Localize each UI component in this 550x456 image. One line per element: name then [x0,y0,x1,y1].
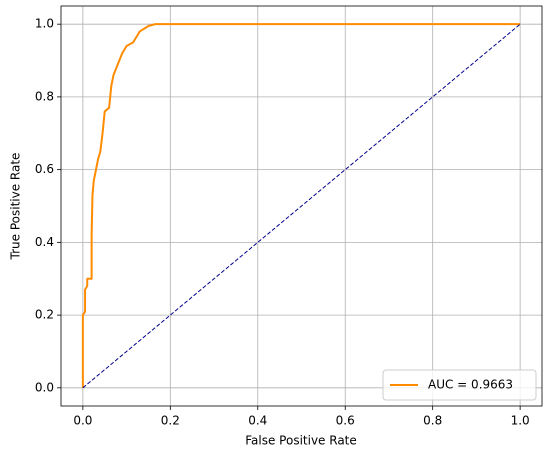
y-axis-label: True Positive Rate [9,153,23,261]
x-tick-label: 0.6 [336,414,355,428]
y-tick-label: 0.0 [35,380,54,394]
y-tick-label: 0.2 [35,308,54,322]
line [82,23,521,389]
y-tick-label: 0.8 [35,89,54,103]
y-tick-label: 0.6 [35,162,54,176]
x-tick-label: 0.0 [73,414,92,428]
line [81,23,521,388]
legend-box [382,369,537,401]
x-axis-label: False Positive Rate [245,434,357,448]
x-tick-label: 1.0 [511,414,530,428]
x-tick-label: 0.8 [423,414,442,428]
y-tick-label: 0.4 [35,235,54,249]
x-tick-label: 0.4 [248,414,267,428]
x-tick-label: 0.2 [161,414,180,428]
legend-label: AUC = 0.9663 [428,378,513,392]
y-tick-label: 1.0 [35,17,54,31]
plot-frame [60,5,543,407]
